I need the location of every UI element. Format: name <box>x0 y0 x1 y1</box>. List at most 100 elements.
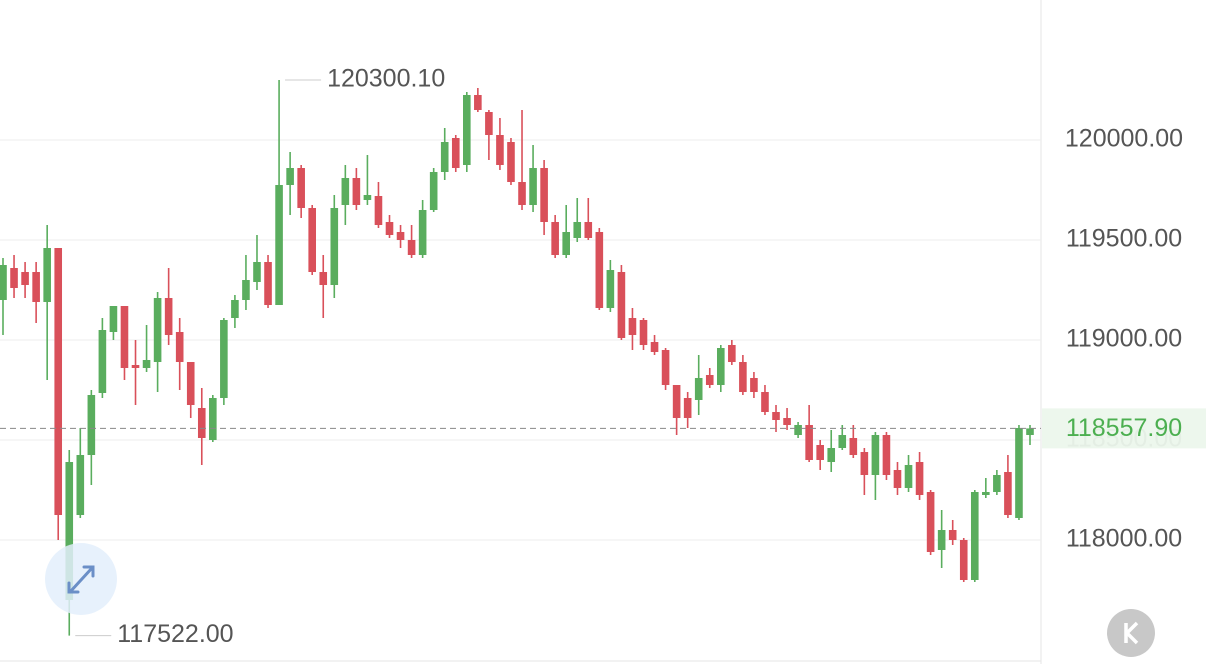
candle-body <box>838 435 847 448</box>
y-tick-label: 119500.00 <box>1066 225 1182 253</box>
candle-body <box>186 362 195 405</box>
candle-body <box>275 185 283 305</box>
candle-body <box>209 398 217 440</box>
candle-body <box>21 272 29 285</box>
y-tick-label: 120000.00 <box>1065 125 1183 153</box>
candle-body <box>959 540 968 580</box>
candle-body <box>650 342 659 352</box>
candle-body <box>264 262 272 305</box>
k-circle[interactable] <box>1107 609 1155 657</box>
candle-body <box>970 492 979 580</box>
candle-body <box>54 248 63 515</box>
candle-body <box>573 222 582 238</box>
candle-body <box>882 435 891 475</box>
candle-body <box>418 210 427 255</box>
candle-body <box>683 398 692 418</box>
plot: 118000.00118500.00119000.00119500.001200… <box>0 65 1183 648</box>
candle-body <box>352 178 361 205</box>
expand-icon[interactable] <box>67 565 95 594</box>
candle-body <box>429 172 438 210</box>
candle-body <box>982 492 990 495</box>
candle-body <box>407 240 416 255</box>
candle-body <box>739 362 747 392</box>
candle-body <box>0 265 7 300</box>
candle-body <box>617 272 626 338</box>
candle-body <box>109 306 118 332</box>
candle-body <box>120 306 129 368</box>
candle-body <box>253 262 261 282</box>
candle-body <box>750 378 758 392</box>
candle-body <box>849 438 858 455</box>
candle-body <box>805 425 813 460</box>
candle-body <box>871 435 880 475</box>
candle-body <box>661 350 670 385</box>
candle-body <box>385 222 394 235</box>
candle-body <box>286 168 294 185</box>
candle-body <box>816 445 824 460</box>
candle-body <box>794 425 802 435</box>
candle-body <box>10 268 18 288</box>
min-label: 117522.00 <box>117 620 233 648</box>
candle-body <box>540 168 548 222</box>
candle-body <box>231 300 239 318</box>
candle-body <box>363 195 372 200</box>
candle-body <box>197 408 206 438</box>
candle-body <box>341 178 350 205</box>
candle-body <box>672 385 681 418</box>
candle-body <box>772 412 780 420</box>
candle-body <box>893 470 902 488</box>
candle-body <box>485 112 493 135</box>
candle-body <box>98 330 107 393</box>
candle-body <box>716 348 725 385</box>
y-tick-label: 119000.00 <box>1066 325 1182 353</box>
candle-body <box>562 232 570 255</box>
candle-body <box>65 462 74 600</box>
candle-body <box>926 492 935 552</box>
candle-body <box>551 222 559 255</box>
candle-body <box>728 345 736 362</box>
candle-body <box>175 332 184 362</box>
candle-body <box>142 360 151 368</box>
candle-body <box>694 378 703 400</box>
candle-body <box>529 168 537 205</box>
candle-body <box>242 280 250 300</box>
expand-button[interactable] <box>45 543 117 615</box>
candle-body <box>1015 428 1023 518</box>
candle-body <box>1026 428 1034 435</box>
candle-body <box>595 232 604 308</box>
candle-body <box>474 95 482 110</box>
candle-body <box>308 208 317 272</box>
candle-body <box>440 142 449 172</box>
candle-body <box>319 272 328 285</box>
candle-body <box>507 142 515 182</box>
candle-body <box>915 462 924 495</box>
candle-body <box>43 248 51 302</box>
candle-body <box>374 196 383 225</box>
candle-body <box>993 475 1001 492</box>
candle-body <box>164 298 173 335</box>
candle-body <box>628 318 637 335</box>
candle-body <box>496 135 504 165</box>
candle-body <box>330 208 339 285</box>
candle-body <box>1004 472 1012 515</box>
candle-body <box>518 182 526 205</box>
candle-body <box>297 168 305 208</box>
candle-body <box>87 395 96 455</box>
candle-body <box>220 320 228 398</box>
max-label: 120300.10 <box>327 65 445 93</box>
candle-body <box>463 95 471 165</box>
y-tick-label: 118000.00 <box>1066 525 1182 553</box>
candle-body <box>153 298 162 362</box>
candle-body <box>76 455 85 515</box>
candle-body <box>131 365 140 368</box>
candle-body <box>639 320 648 345</box>
candle-body <box>584 222 593 238</box>
k-icon[interactable] <box>1124 621 1139 645</box>
k-button[interactable] <box>1107 609 1155 657</box>
last-price-label: 118557.90 <box>1066 414 1182 442</box>
last-price-box <box>1042 408 1206 449</box>
candle-body <box>827 448 836 462</box>
candle-body <box>32 272 40 302</box>
candle-body <box>904 465 913 488</box>
